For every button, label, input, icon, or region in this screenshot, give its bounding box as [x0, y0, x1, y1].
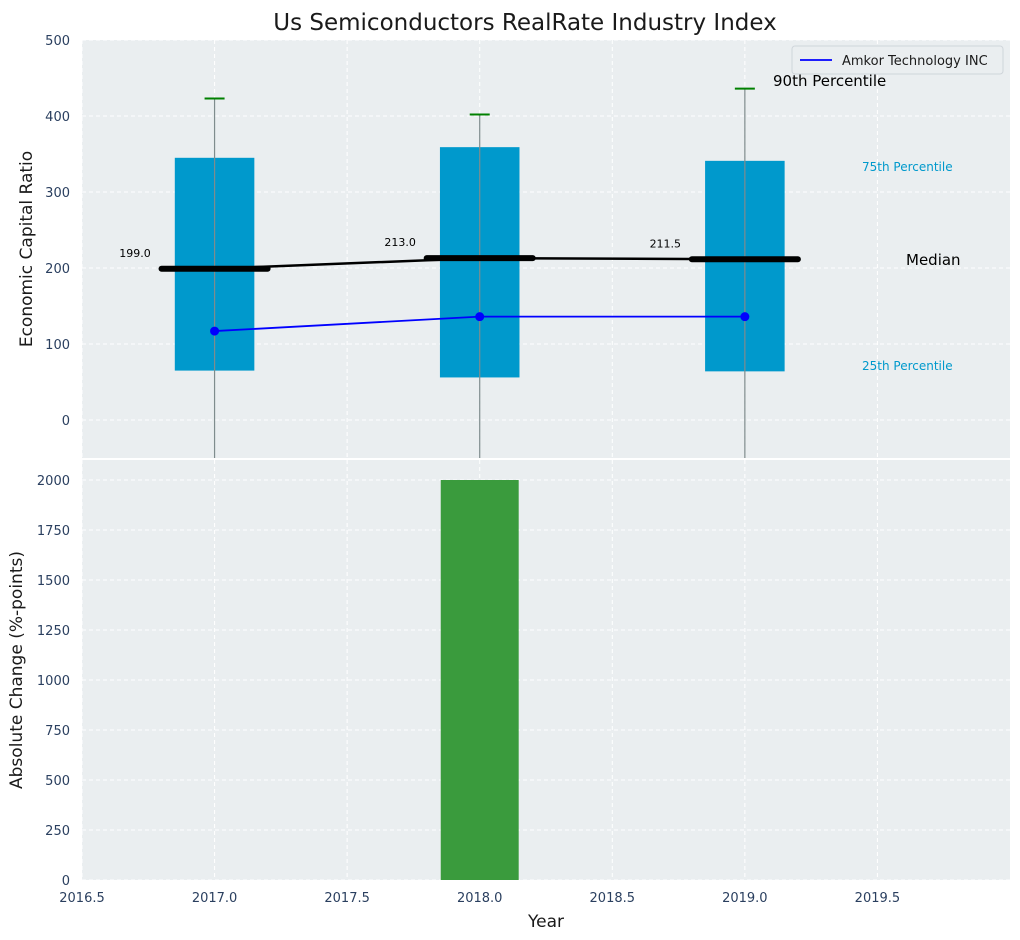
annotation-75th-percentile: 75th Percentile	[862, 160, 953, 174]
bottom-plot-background	[82, 460, 1010, 880]
x-axis-label: Year	[527, 912, 564, 932]
top-y-tick-label: 200	[45, 262, 70, 277]
x-tick-label: 2018.0	[457, 891, 503, 906]
bottom-y-tick-label: 1250	[37, 624, 70, 639]
top-panel: 0 100 200 300 400 500 199.0 213.0 211.5 90th Pe…	[17, 34, 1010, 458]
median-value-label: 199.0	[119, 247, 151, 260]
median-value-label: 211.5	[650, 237, 682, 250]
bar-group	[440, 480, 519, 880]
bottom-y-axis-label: Absolute Change (%-points)	[7, 551, 27, 789]
bottom-y-tick-label: 750	[45, 724, 70, 739]
bottom-y-tick-label: 250	[45, 824, 70, 839]
top-y-tick-label: 0	[62, 414, 70, 429]
bottom-y-tick-label: 2000	[37, 474, 70, 489]
legend-box	[791, 45, 1004, 75]
change-bar	[440, 480, 519, 880]
percentile-annotations: 90th Percentile 75th Percentile Median 25th…	[773, 72, 961, 373]
x-tick-label: 2016.5	[59, 891, 105, 906]
legend: Amkor Technology INC	[791, 45, 1004, 75]
top-y-axis-label: Economic Capital Ratio	[17, 151, 37, 347]
median-trend-line	[214, 256, 745, 271]
annotation-median: Median	[906, 251, 961, 269]
box-plot-group: 199.0 213.0 211.5	[119, 87, 801, 458]
series-group	[210, 312, 750, 336]
series-point-amkor	[475, 312, 485, 322]
top-y-tick-label: 400	[45, 110, 70, 125]
series-point-amkor	[740, 312, 750, 322]
x-ticks: 2016.5 2017.0 2017.5 2018.0 2018.5 2019.0 2019…	[59, 891, 900, 906]
x-tick-label: 2019.0	[722, 891, 768, 906]
bottom-y-tick-label: 1000	[37, 674, 70, 689]
top-y-tick-label: 500	[45, 34, 70, 49]
annotation-25th-percentile: 25th Percentile	[862, 359, 953, 373]
bottom-y-tick-label: 1750	[37, 524, 70, 539]
bottom-y-tick-label: 1500	[37, 574, 70, 589]
series-point-amkor	[210, 326, 220, 336]
x-tick-label: 2019.5	[855, 891, 901, 906]
x-tick-label: 2017.5	[324, 891, 370, 906]
bottom-y-ticks: 0 250 500 750 1000 1250 1500 1750 2000	[37, 474, 70, 889]
bottom-y-tick-label: 0	[62, 874, 70, 889]
annotation-90th-percentile: 90th Percentile	[773, 72, 886, 90]
top-y-tick-label: 100	[45, 338, 70, 353]
x-tick-label: 2018.5	[590, 891, 636, 906]
median-value-label: 213.0	[384, 236, 416, 249]
chart-title: Us Semiconductors RealRate Industry Inde…	[273, 10, 777, 36]
legend-label-amkor: Amkor Technology INC	[842, 54, 988, 69]
x-tick-label: 2017.0	[192, 891, 238, 906]
top-y-ticks: 0 100 200 300 400 500	[45, 34, 70, 429]
top-y-tick-label: 300	[45, 186, 70, 201]
bottom-y-tick-label: 500	[45, 774, 70, 789]
